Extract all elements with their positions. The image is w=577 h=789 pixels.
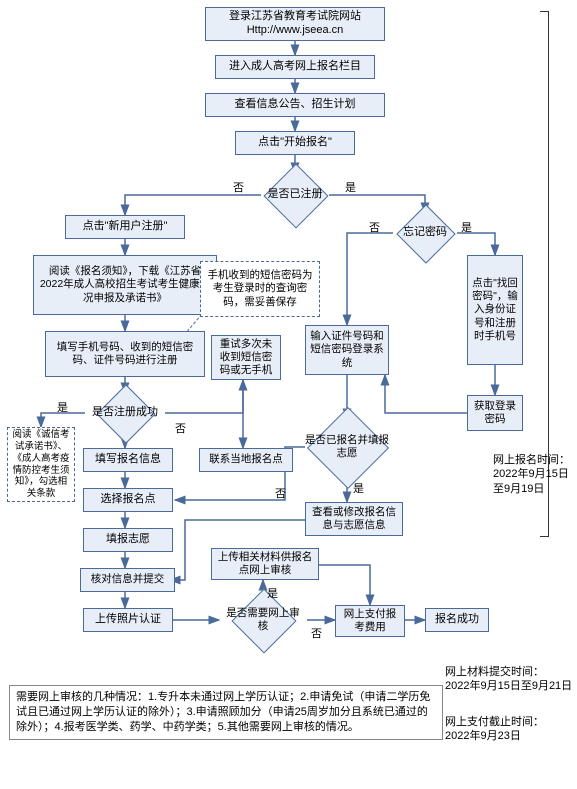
label-yes-1: 是 [345, 179, 356, 195]
diamond-forgot-pwd [396, 204, 455, 263]
node-recover-pwd: 点击"找回密码"，输入身份证号和注册时手机号 [467, 255, 523, 365]
node-fill-wish: 填报志愿 [83, 528, 173, 552]
label-yes-3: 是 [267, 585, 278, 601]
flowchart-container: 登录江苏省教育考试院网站 Http://www.jseea.cn 进入成人高考网… [5, 5, 572, 784]
node-view-announcement: 查看信息公告、招生计划 [205, 93, 385, 117]
node-get-pwd: 获取登录密码 [467, 395, 523, 431]
node-read-notice: 阅读《报名须知》，下载《江苏省2022年成人高校招生考试考生健康状况申报及承诺书… [33, 255, 217, 315]
node-confirm-submit: 核对信息并提交 [80, 568, 175, 592]
label-no-3: 否 [311, 625, 322, 641]
node-new-user: 点击"新用户注册" [65, 215, 185, 239]
diamond-registered [263, 163, 328, 228]
label-no-5: 否 [275, 485, 286, 501]
node-upload-photo: 上传照片认证 [83, 608, 173, 632]
label-no-4: 否 [369, 219, 380, 235]
label-yes-2: 是 [57, 399, 68, 415]
side-period3-date: 2022年9月23日 [445, 730, 521, 742]
label-yes-5: 是 [353, 480, 364, 496]
diamond-need-review [231, 588, 296, 653]
node-upload-material: 上传相关材料供报名点网上审核 [211, 548, 319, 580]
node-sms-note: 手机收到的短信密码为考生登录时的查询密码，需妥善保存 [200, 261, 320, 317]
node-click-start: 点击"开始报名" [235, 131, 355, 155]
label-no-2: 否 [175, 420, 186, 436]
node-login-site: 登录江苏省教育考试院网站 Http://www.jseea.cn [205, 7, 385, 41]
node-fill-phone: 填写手机号码、收到的短信密码、证件号码进行注册 [45, 331, 205, 377]
node-fill-info: 填写报名信息 [83, 448, 173, 472]
side-period1-title: 网上报名时间： [493, 454, 570, 466]
node-success: 报名成功 [425, 608, 489, 632]
node-enter-column: 进入成人高考网上报名栏目 [215, 55, 375, 79]
node-login-system: 输入证件号码和短信密码登录系统 [305, 325, 389, 375]
label-yes-4: 是 [461, 219, 472, 235]
side-period1-date: 2022年9月15日至9月19日 [493, 468, 569, 494]
node-retry: 重试多次未收到短信密码或无手机 [211, 335, 281, 380]
node-review-info: 查看或修改报名信息与志愿信息 [305, 502, 403, 536]
footnote: 需要网上审核的几种情况：1.专升本未通过网上学历认证；2.申请免试（申请二学历免… [9, 685, 443, 740]
side-period2-title: 网上材料提交时间： [445, 666, 544, 678]
node-contact: 联系当地报名点 [199, 448, 293, 472]
side-period2: 网上材料提交时间： 2022年9月15日至9月21日 [445, 665, 575, 694]
node-pay: 网上支付报考费用 [335, 605, 405, 637]
side-period1: 网上报名时间： 2022年9月15日至9月19日 [493, 453, 571, 496]
node-select-point: 选择报名点 [83, 488, 173, 512]
side-period3: 网上支付截止时间： 2022年9月23日 [445, 715, 575, 744]
label-no-1: 否 [233, 179, 244, 195]
diamond-reg-success [96, 384, 155, 443]
diamond-has-applied [307, 407, 389, 489]
side-period2-date: 2022年9月15日至9月21日 [445, 680, 572, 692]
node-read-commitment: 阅读《诚信考试承诺书》、《成人高考疫情防控考生须知》，勾选相关条款 [7, 427, 75, 502]
side-period3-title: 网上支付截止时间： [445, 716, 544, 728]
